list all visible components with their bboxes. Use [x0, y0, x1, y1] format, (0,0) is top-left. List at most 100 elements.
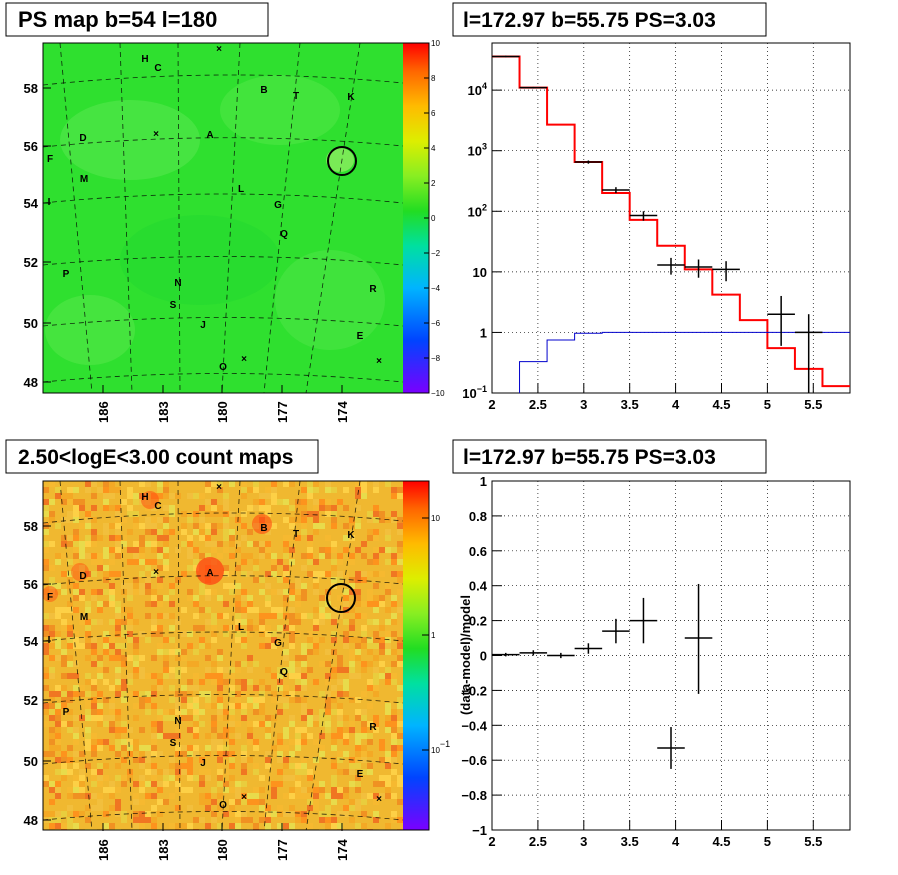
count-pixel — [73, 559, 79, 565]
count-pixel — [49, 631, 55, 637]
x-tick-label: 186 — [96, 401, 111, 423]
count-pixel — [187, 823, 193, 829]
count-pixel — [283, 553, 289, 559]
count-pixel — [61, 823, 67, 829]
count-pixel — [361, 793, 367, 799]
count-pixel — [349, 727, 355, 733]
count-pixel — [115, 667, 121, 673]
count-pixel — [259, 625, 265, 631]
count-pixel — [259, 703, 265, 709]
count-pixel — [205, 541, 211, 547]
source-label-t: T — [293, 91, 299, 102]
count-pixel — [139, 655, 145, 661]
count-pixel — [391, 661, 397, 667]
count-pixel — [397, 517, 403, 523]
count-pixel — [289, 631, 295, 637]
count-pixel — [79, 541, 85, 547]
count-pixel — [391, 511, 397, 517]
count-pixel — [85, 607, 91, 613]
count-pixel — [349, 535, 355, 541]
count-pixel — [349, 559, 355, 565]
count-pixel — [289, 607, 295, 613]
count-pixel — [235, 565, 241, 571]
count-pixel — [121, 697, 127, 703]
count-pixel — [289, 673, 295, 679]
count-pixel — [337, 679, 343, 685]
count-pixel — [313, 739, 319, 745]
count-pixel — [307, 643, 313, 649]
count-pixel — [193, 745, 199, 751]
count-pixel — [283, 547, 289, 553]
count-pixel — [67, 661, 73, 667]
count-pixel — [265, 487, 271, 493]
count-pixel — [301, 763, 307, 769]
residual-panel: l=172.97 b=55.75 PS=3.03 2 2.5 3 3.5 4 4.5 5 5.… — [452, 439, 851, 849]
count-pixel — [331, 775, 337, 781]
count-pixel — [385, 673, 391, 679]
y-tick-label: 52 — [24, 255, 38, 270]
count-pixel — [85, 727, 91, 733]
count-pixel — [235, 547, 241, 553]
count-pixel — [355, 781, 361, 787]
count-pixel — [229, 529, 235, 535]
count-pixel — [139, 799, 145, 805]
count-pixel — [133, 823, 139, 829]
count-pixel — [229, 823, 235, 829]
count-pixel — [283, 667, 289, 673]
count-pixel — [391, 595, 397, 601]
count-pixel — [379, 571, 385, 577]
count-pixel — [139, 481, 145, 487]
count-pixel — [295, 535, 301, 541]
count-pixel — [223, 625, 229, 631]
count-pixel — [169, 649, 175, 655]
count-pixel — [91, 661, 97, 667]
count-pixel — [97, 691, 103, 697]
count-pixel — [139, 583, 145, 589]
count-pixel — [265, 811, 271, 817]
count-pixel — [373, 535, 379, 541]
count-pixel — [271, 481, 277, 487]
count-pixel — [61, 763, 67, 769]
count-pixel — [103, 529, 109, 535]
count-pixel — [391, 811, 397, 817]
count-pixel — [295, 769, 301, 775]
count-pixel — [217, 811, 223, 817]
count-pixel — [259, 697, 265, 703]
count-pixel — [301, 583, 307, 589]
count-pixel — [223, 667, 229, 673]
count-pixel — [319, 547, 325, 553]
count-pixel — [139, 559, 145, 565]
count-pixel — [199, 709, 205, 715]
colorbar-label: 1 — [431, 631, 436, 640]
count-pixel — [151, 793, 157, 799]
count-pixel — [49, 499, 55, 505]
count-pixel — [247, 739, 253, 745]
count-pixel — [367, 589, 373, 595]
count-pixel — [289, 595, 295, 601]
count-pixel — [397, 817, 403, 823]
count-pixel — [67, 745, 73, 751]
count-pixel — [103, 571, 109, 577]
count-pixel — [301, 739, 307, 745]
count-pixel — [61, 517, 67, 523]
count-pixel — [55, 607, 61, 613]
y-tick-label: 56 — [24, 577, 38, 592]
count-pixel — [397, 703, 403, 709]
count-pixel — [313, 715, 319, 721]
count-pixel — [391, 757, 397, 763]
count-pixel — [301, 649, 307, 655]
count-pixel — [151, 769, 157, 775]
count-pixel — [283, 691, 289, 697]
count-pixel — [43, 559, 49, 565]
count-pixel — [115, 787, 121, 793]
count-pixel — [361, 715, 367, 721]
count-pixel — [157, 535, 163, 541]
count-pixel — [85, 739, 91, 745]
count-pixel — [157, 481, 163, 487]
count-pixel — [175, 763, 181, 769]
count-pixel — [355, 673, 361, 679]
count-pixel — [241, 589, 247, 595]
count-pixel — [175, 667, 181, 673]
count-pixel — [259, 721, 265, 727]
count-pixel — [397, 715, 403, 721]
